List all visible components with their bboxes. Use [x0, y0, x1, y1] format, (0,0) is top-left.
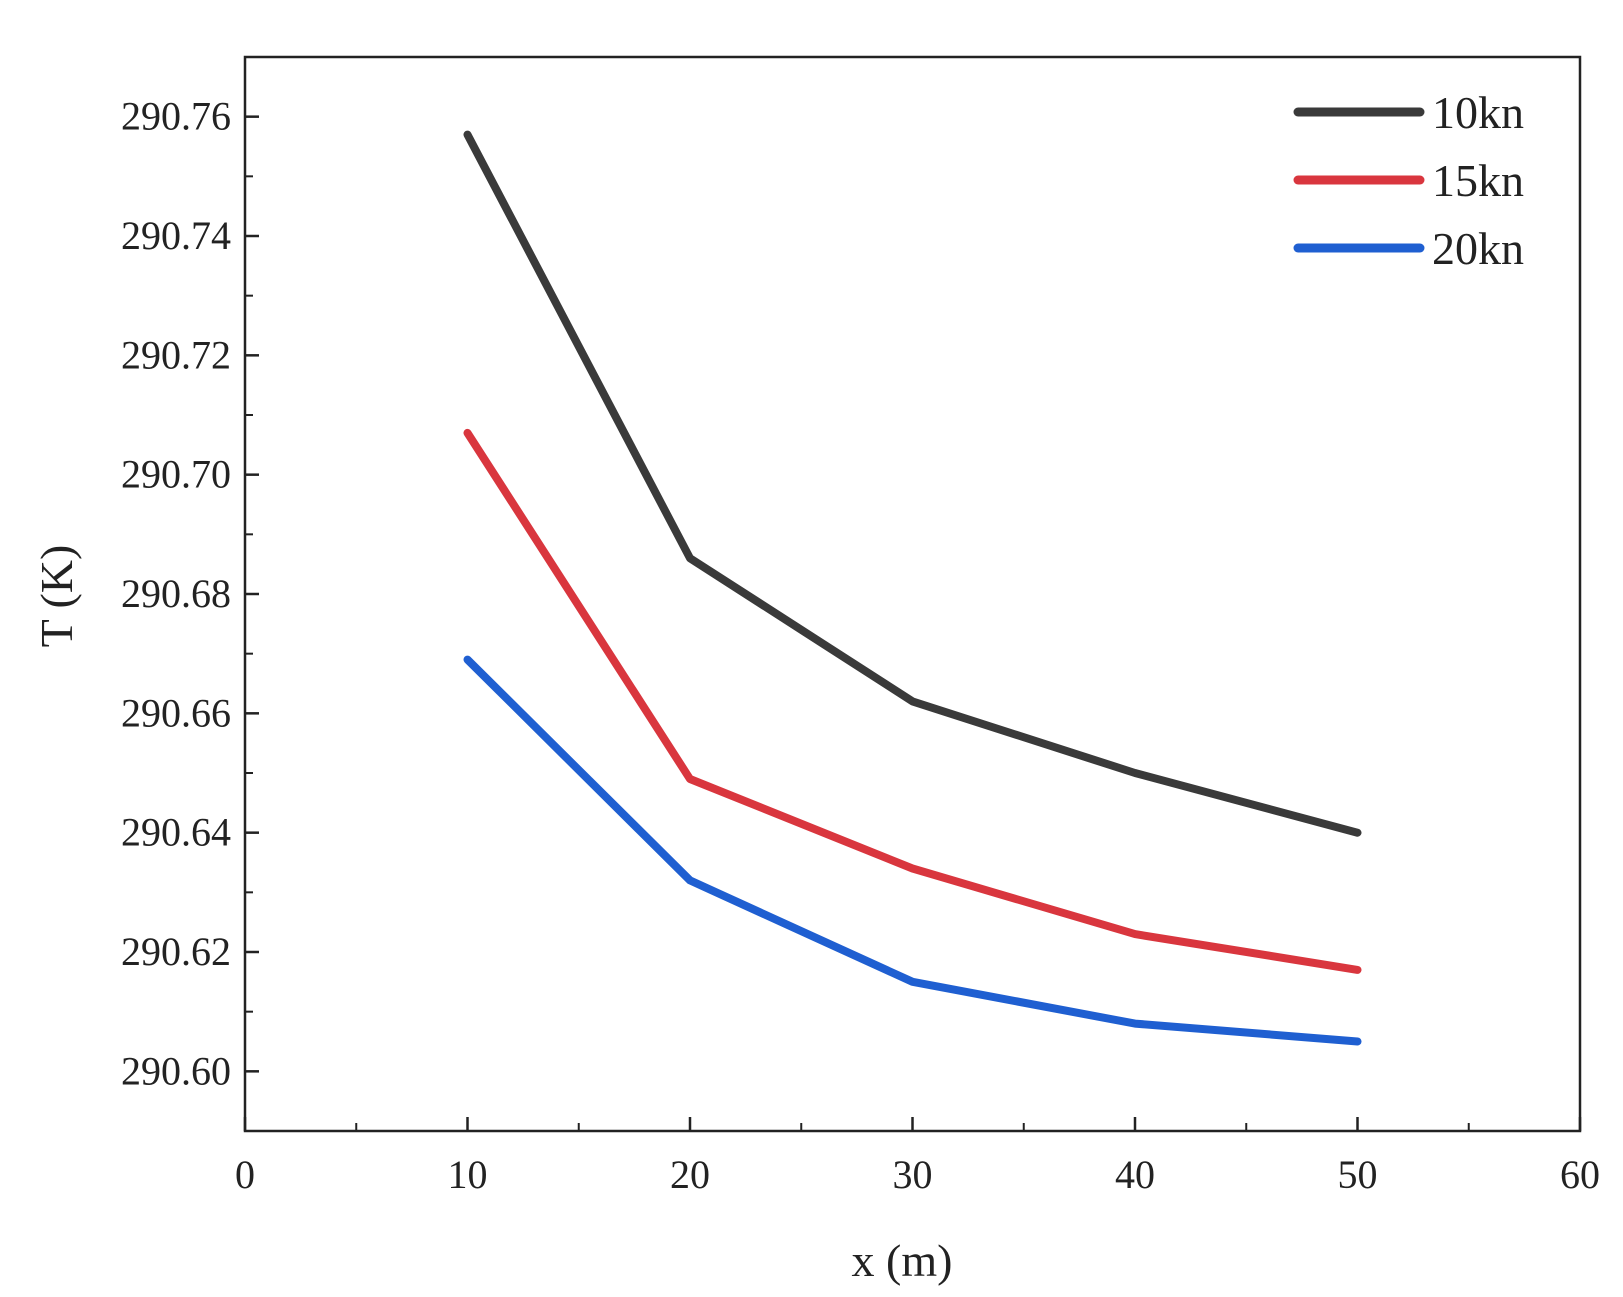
y-axis-label: T (K)	[31, 545, 82, 648]
y-tick-label: 290.70	[121, 452, 231, 497]
y-tick-label: 290.68	[121, 571, 231, 616]
y-tick-label: 290.64	[121, 810, 231, 855]
series-line-15kn	[463, 428, 1362, 974]
x-tick-label: 0	[235, 1152, 255, 1197]
series-line-10kn	[463, 130, 1362, 837]
x-axis-label: x (m)	[852, 1235, 953, 1286]
legend-label-10kn: 10kn	[1432, 87, 1524, 138]
axes: 0 10 20 30 40 50 60 290.60 290.62 290.64 290.66 290…	[121, 55, 1600, 1197]
legend: 10kn 15kn 20kn	[1293, 87, 1524, 274]
series-lines	[463, 130, 1362, 1046]
y-tick-label: 290.66	[121, 690, 231, 735]
x-tick-label: 50	[1338, 1152, 1378, 1197]
x-tick-label: 40	[1115, 1152, 1155, 1197]
x-tick-label: 60	[1560, 1152, 1600, 1197]
legend-label-20kn: 20kn	[1432, 223, 1524, 274]
y-tick-label: 290.60	[121, 1048, 231, 1093]
y-tick-label: 290.62	[121, 929, 231, 974]
series-line-20kn	[463, 655, 1362, 1046]
y-tick-label: 290.74	[121, 213, 231, 258]
x-tick-label: 30	[893, 1152, 933, 1197]
x-tick-label: 20	[670, 1152, 710, 1197]
y-tick-label: 290.72	[121, 332, 231, 377]
legend-label-15kn: 15kn	[1432, 155, 1524, 206]
y-tick-label: 290.76	[121, 94, 231, 139]
plot-frame	[243, 55, 1582, 1133]
x-tick-label: 10	[448, 1152, 488, 1197]
